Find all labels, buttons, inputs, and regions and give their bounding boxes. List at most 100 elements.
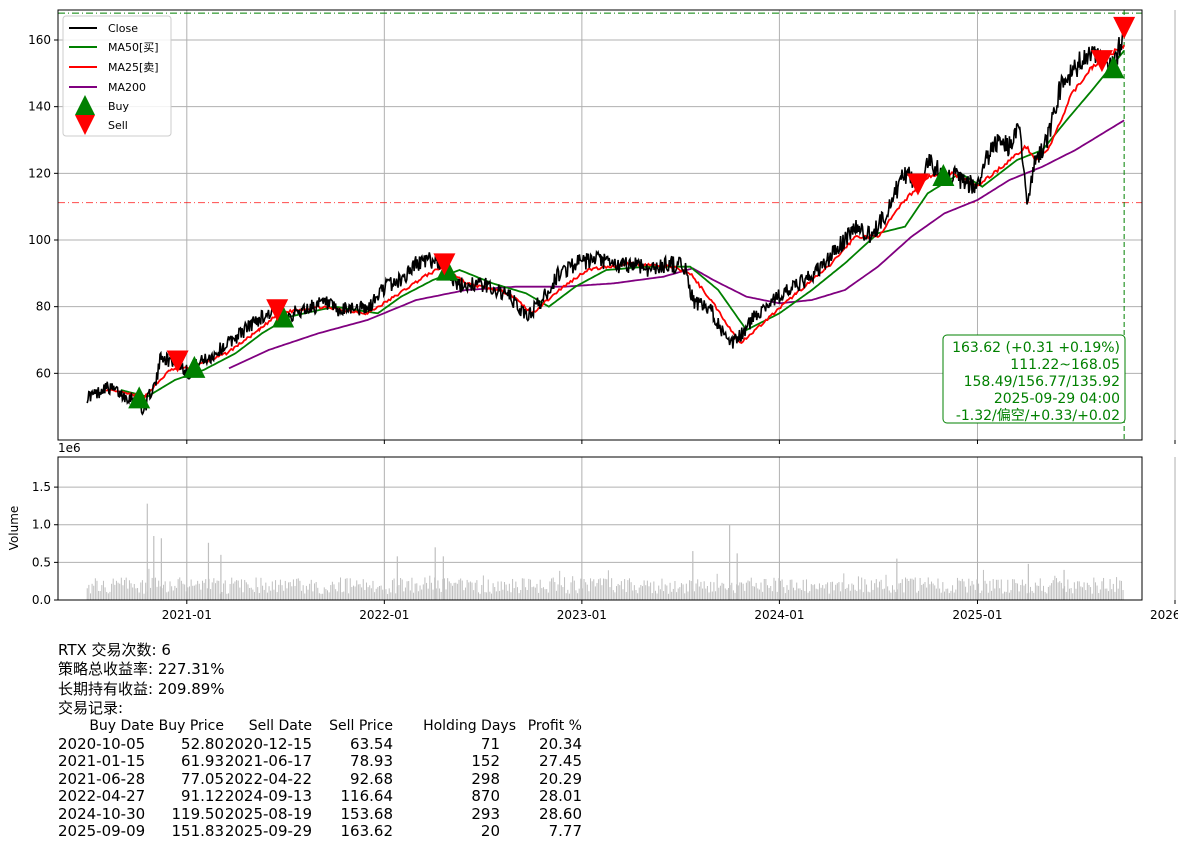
summary-trade-log-title: 交易记录: [58,698,124,717]
trade-cell-buy-date: 2022-04-27 [58,787,146,806]
trade-table-body: 2020-10-05 52.80 2020-12-15 63.54 71 20.34 202… [58,734,582,841]
trade-cell-sell-price: 163.62 [340,822,394,841]
info-box-frame [942,334,1126,424]
col-holding-days: Holding Days [423,718,516,735]
trade-cell-profit: 20.29 [539,769,582,788]
trade-cell-holding-days: 152 [471,752,500,771]
legend-label-ma50: MA50[买] [108,41,159,54]
summary-buy-hold-return: 长期持有收益: 209.89% [58,679,225,698]
price-tick-label-80: 80 [36,300,51,314]
volume-y-ticks: 0.0 0.5 1.0 1.5 [32,480,58,607]
chart-svg: 60 80 100 120 140 160 Close MA50[买] MA25[卖] M… [7,9,1178,622]
sell-marker-1 [166,350,189,373]
trade-cell-buy-price: 61.93 [181,752,224,771]
trade-cell-profit: 7.77 [548,822,582,841]
trade-cell-buy-date: 2021-01-15 [58,752,146,771]
trade-cell-buy-price: 52.80 [181,734,224,753]
trade-summary: RTX 交易次数: 6 策略总收益率: 227.31% 长期持有收益: 209.… [58,641,758,841]
volume-grid [58,457,1176,601]
buy-marker-1 [128,386,151,409]
trade-row: 2020-10-05 52.80 2020-12-15 63.54 71 20.34 [58,734,582,754]
trade-row: 2021-01-15 61.93 2021-06-17 78.93 152 27.45 [58,753,582,771]
legend-label-ma200: MA200 [108,81,146,94]
col-sell-price: Sell Price [329,718,393,735]
trade-row: 2021-06-28 77.05 2022-04-22 92.68 298 20.29 [58,769,582,789]
trade-row: 2024-10-30 119.50 2025-08-19 153.68 293 28.60 [58,804,582,824]
col-buy-date: Buy Date [89,718,154,735]
info-last-price: 163.62 (+0.31 +0.19%) [952,340,1120,356]
trade-cell-sell-date: 2020-12-15 [224,734,312,753]
trade-table: Buy Date Buy Price Sell Date Sell Price … [58,718,582,841]
trade-cell-holding-days: 20 [480,822,500,841]
volume-axis-label: Volume [7,506,21,551]
info-moving-averages: 158.49/156.77/135.92 [964,374,1120,390]
trade-cell-holding-days: 870 [471,787,500,806]
volume-tick-label-2: 1.0 [32,518,51,532]
x-tick-label-2022-01: 2022-01 [359,608,409,622]
info-box: 163.62 (+0.31 +0.19%) 111.22~168.05 158.… [942,334,1126,424]
trade-cell-profit: 20.34 [539,734,582,753]
legend: Close MA50[买] MA25[卖] MA200 Buy Sell [62,15,172,137]
trade-row: 2022-04-27 91.12 2024-09-13 116.64 870 28.01 [58,788,582,806]
trade-cell-buy-date: 2020-10-05 [58,734,146,753]
legend-label-close: Close [108,22,138,35]
trade-cell-sell-date: 2024-09-13 [224,787,312,806]
trade-markers [128,16,1136,409]
x-tick-label-2024-01: 2024-01 [754,608,804,622]
trade-cell-holding-days: 293 [471,804,500,823]
trade-cell-sell-price: 92.68 [350,769,393,788]
volume-tick-label-0: 0.0 [32,593,51,607]
trade-row: 2025-09-09 151.83 2025-09-29 163.62 20 7.77 [58,823,582,841]
price-tick-label-140: 140 [28,100,51,114]
trade-cell-buy-price: 77.05 [181,769,224,788]
info-signal: -1.32/偏空/+0.33/+0.02 [956,408,1120,424]
x-tick-label-2025-01: 2025-01 [952,608,1002,622]
trade-cell-buy-price: 119.50 [171,804,225,823]
trade-cell-sell-date: 2021-06-17 [224,752,312,771]
price-grid [58,10,1176,440]
sell-marker-6 [1113,16,1136,39]
trade-cell-profit: 28.60 [539,804,582,823]
price-reference-lines [58,10,1142,440]
sell-marker-5 [1090,50,1113,73]
price-tick-label-60: 60 [36,366,51,380]
trade-cell-sell-date: 2022-04-22 [224,769,312,788]
trade-cell-sell-price: 63.54 [350,734,393,753]
sell-marker-2 [266,299,289,322]
col-profit: Profit % [527,718,582,735]
x-tick-label-2023-01: 2023-01 [557,608,607,622]
price-tick-label-120: 120 [28,166,51,180]
trade-cell-profit: 28.01 [539,787,582,806]
trade-cell-buy-price: 151.83 [171,822,225,841]
trade-cell-sell-date: 2025-09-29 [224,822,312,841]
x-tick-label-2026-01: 2026-01 [1150,608,1178,622]
volume-tick-label-1: 0.5 [32,555,51,569]
info-timestamp: 2025-09-29 04:00 [994,391,1120,407]
trade-cell-buy-date: 2025-09-09 [58,822,146,841]
info-range: 111.22~168.05 [1010,357,1120,373]
trade-cell-holding-days: 71 [480,734,500,753]
volume-scale-label: 1e6 [58,441,81,455]
col-buy-price: Buy Price [158,718,224,735]
summary-trade-count: RTX 交易次数: 6 [58,641,171,659]
trade-cell-buy-date: 2024-10-30 [58,804,146,823]
x-axis-ticks: 2021-01 2022-01 2023-01 2024-01 2025-01 2026-… [162,440,1178,622]
trade-cell-buy-price: 91.12 [181,787,224,806]
volume-tick-label-3: 1.5 [32,480,51,494]
volume-bars [86,503,1124,600]
volume-axes-frame [57,456,1143,601]
legend-label-ma25: MA25[卖] [108,61,159,74]
x-tick-label-2021-01: 2021-01 [162,608,212,622]
sell-marker-3 [433,253,456,276]
price-y-ticks: 60 80 100 120 140 160 [28,33,58,380]
trade-cell-holding-days: 298 [471,769,500,788]
trade-cell-sell-price: 116.64 [340,787,394,806]
legend-buy-triangle-icon [75,95,95,115]
legend-label-sell: Sell [108,119,128,132]
buy-marker-5 [932,164,955,186]
price-tick-label-100: 100 [28,233,51,247]
trade-table-header: Buy Date Buy Price Sell Date Sell Price … [58,718,582,736]
trade-cell-sell-price: 153.68 [340,804,394,823]
legend-sell-triangle-icon [75,115,95,135]
col-sell-date: Sell Date [248,718,312,735]
